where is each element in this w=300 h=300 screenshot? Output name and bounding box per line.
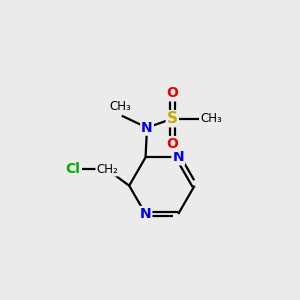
Text: CH₂: CH₂	[96, 163, 118, 176]
Text: S: S	[167, 111, 178, 126]
Text: N: N	[140, 207, 152, 221]
Text: CH₃: CH₃	[200, 112, 222, 125]
Text: N: N	[172, 150, 184, 164]
Text: Cl: Cl	[65, 162, 80, 176]
Text: O: O	[167, 137, 178, 151]
Text: CH₃: CH₃	[110, 100, 131, 113]
Text: O: O	[167, 86, 178, 100]
Text: N: N	[141, 121, 153, 135]
